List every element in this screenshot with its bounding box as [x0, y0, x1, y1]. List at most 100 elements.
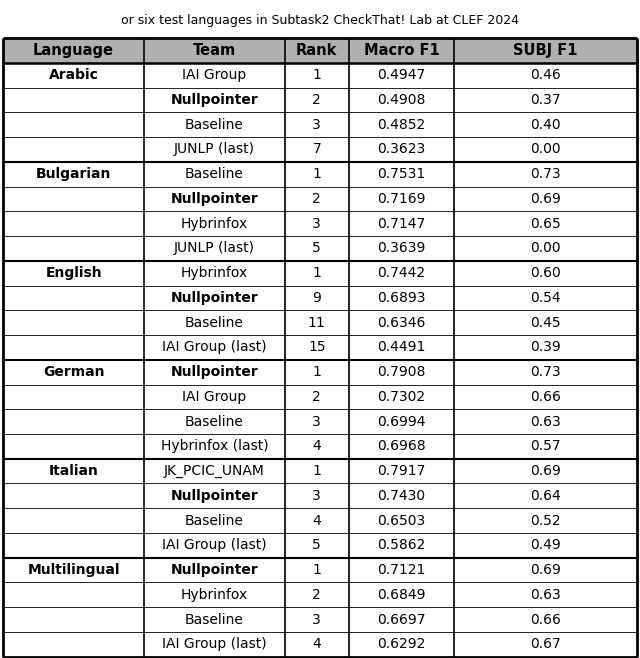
Text: 0.4908: 0.4908	[378, 93, 426, 107]
Bar	[3, 38, 637, 63]
Text: 0.7121: 0.7121	[378, 563, 426, 577]
Text: 1: 1	[312, 266, 321, 280]
Text: Hybrinfox (last): Hybrinfox (last)	[161, 440, 268, 453]
Text: Nullpointer: Nullpointer	[170, 489, 259, 503]
Text: 0.66: 0.66	[530, 390, 561, 404]
Text: 15: 15	[308, 340, 326, 355]
Text: Hybrinfox: Hybrinfox	[180, 266, 248, 280]
Text: 0.60: 0.60	[530, 266, 561, 280]
Text: 0.6503: 0.6503	[378, 514, 426, 528]
Text: 0.52: 0.52	[531, 514, 561, 528]
Text: 0.6292: 0.6292	[378, 638, 426, 651]
Text: 5: 5	[312, 241, 321, 255]
Text: JK_PCIC_UNAM: JK_PCIC_UNAM	[164, 464, 265, 478]
Text: 4: 4	[312, 638, 321, 651]
Text: 0.73: 0.73	[531, 167, 561, 181]
Text: 0.3639: 0.3639	[378, 241, 426, 255]
Text: Nullpointer: Nullpointer	[170, 291, 259, 305]
Text: JUNLP (last): JUNLP (last)	[174, 241, 255, 255]
Text: 2: 2	[312, 588, 321, 602]
Text: 3: 3	[312, 415, 321, 428]
Text: IAI Group: IAI Group	[182, 390, 246, 404]
Text: 0.49: 0.49	[530, 538, 561, 552]
Text: Baseline: Baseline	[185, 316, 244, 330]
Text: 0.7531: 0.7531	[378, 167, 426, 181]
Text: Hybrinfox: Hybrinfox	[180, 588, 248, 602]
Text: 0.37: 0.37	[531, 93, 561, 107]
Text: Multilingual: Multilingual	[28, 563, 120, 577]
Text: 5: 5	[312, 538, 321, 552]
Text: Macro F1: Macro F1	[364, 43, 440, 58]
Text: 3: 3	[312, 118, 321, 132]
Text: English: English	[45, 266, 102, 280]
Text: or six test languages in Subtask2 CheckThat! Lab at CLEF 2024: or six test languages in Subtask2 CheckT…	[121, 14, 519, 28]
Text: 1: 1	[312, 167, 321, 181]
Text: 0.7442: 0.7442	[378, 266, 426, 280]
Text: Baseline: Baseline	[185, 514, 244, 528]
Text: Baseline: Baseline	[185, 613, 244, 626]
Text: 0.6346: 0.6346	[378, 316, 426, 330]
Text: 9: 9	[312, 291, 321, 305]
Text: 0.54: 0.54	[531, 291, 561, 305]
Text: 0.63: 0.63	[530, 415, 561, 428]
Text: 0.39: 0.39	[530, 340, 561, 355]
Text: German: German	[43, 365, 104, 379]
Text: 1: 1	[312, 464, 321, 478]
Text: 2: 2	[312, 93, 321, 107]
Text: 0.7169: 0.7169	[378, 192, 426, 206]
Text: 0.65: 0.65	[530, 216, 561, 231]
Text: 3: 3	[312, 613, 321, 626]
Text: 0.00: 0.00	[531, 241, 561, 255]
Text: Baseline: Baseline	[185, 415, 244, 428]
Text: 3: 3	[312, 489, 321, 503]
Text: 7: 7	[312, 143, 321, 157]
Text: 0.6994: 0.6994	[378, 415, 426, 428]
Text: 0.69: 0.69	[530, 563, 561, 577]
Text: 0.69: 0.69	[530, 192, 561, 206]
Text: Hybrinfox: Hybrinfox	[180, 216, 248, 231]
Text: Nullpointer: Nullpointer	[170, 365, 259, 379]
Text: 0.6968: 0.6968	[378, 440, 426, 453]
Text: 2: 2	[312, 390, 321, 404]
Text: Nullpointer: Nullpointer	[170, 192, 259, 206]
Text: Baseline: Baseline	[185, 118, 244, 132]
Text: IAI Group (last): IAI Group (last)	[162, 340, 267, 355]
Text: Arabic: Arabic	[49, 68, 99, 82]
Text: Team: Team	[193, 43, 236, 58]
Text: Bulgarian: Bulgarian	[36, 167, 111, 181]
Text: 0.6893: 0.6893	[378, 291, 426, 305]
Text: 0.7302: 0.7302	[378, 390, 426, 404]
Text: 0.5862: 0.5862	[378, 538, 426, 552]
Text: 0.40: 0.40	[531, 118, 561, 132]
Text: 0.7430: 0.7430	[378, 489, 426, 503]
Text: 0.4491: 0.4491	[378, 340, 426, 355]
Text: Nullpointer: Nullpointer	[170, 93, 259, 107]
Text: IAI Group (last): IAI Group (last)	[162, 538, 267, 552]
Text: 0.7917: 0.7917	[378, 464, 426, 478]
Text: 1: 1	[312, 563, 321, 577]
Text: Rank: Rank	[296, 43, 337, 58]
Text: 0.69: 0.69	[530, 464, 561, 478]
Text: 0.45: 0.45	[531, 316, 561, 330]
Text: Language: Language	[33, 43, 114, 58]
Text: 0.66: 0.66	[530, 613, 561, 626]
Text: IAI Group (last): IAI Group (last)	[162, 638, 267, 651]
Text: 4: 4	[312, 514, 321, 528]
Text: 0.4947: 0.4947	[378, 68, 426, 82]
Text: IAI Group: IAI Group	[182, 68, 246, 82]
Text: 0.7147: 0.7147	[378, 216, 426, 231]
Text: 0.64: 0.64	[530, 489, 561, 503]
Text: 1: 1	[312, 68, 321, 82]
Text: 0.6849: 0.6849	[378, 588, 426, 602]
Text: 0.4852: 0.4852	[378, 118, 426, 132]
Text: 11: 11	[308, 316, 326, 330]
Text: 0.63: 0.63	[530, 588, 561, 602]
Text: Italian: Italian	[49, 464, 99, 478]
Text: Nullpointer: Nullpointer	[170, 563, 259, 577]
Text: SUBJ F1: SUBJ F1	[513, 43, 578, 58]
Text: 0.3623: 0.3623	[378, 143, 426, 157]
Text: 0.00: 0.00	[531, 143, 561, 157]
Text: 2: 2	[312, 192, 321, 206]
Text: 0.57: 0.57	[531, 440, 561, 453]
Text: 0.6697: 0.6697	[378, 613, 426, 626]
